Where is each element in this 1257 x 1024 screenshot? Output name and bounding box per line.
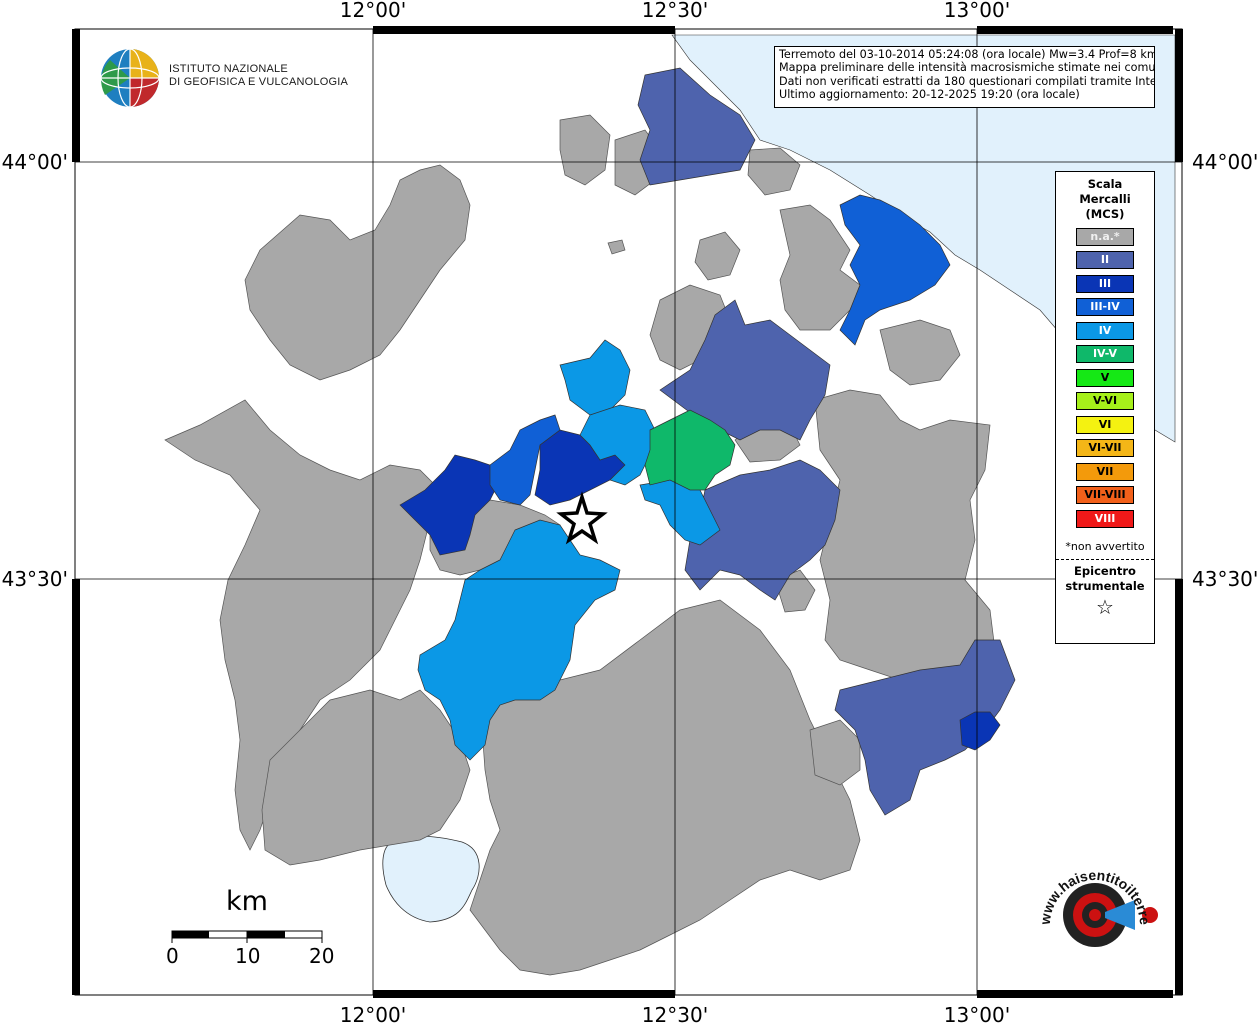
region-na-south <box>469 599 861 976</box>
lon-label-top-1: 12°00' <box>340 0 406 22</box>
region-iii-west <box>399 454 501 556</box>
region-iv-v <box>644 409 736 491</box>
region-iii-iv-north <box>839 194 951 346</box>
municipalities-ii <box>637 67 1016 816</box>
legend-item-12: VIII <box>1076 509 1134 528</box>
ingv-name-line2: DI GEOFISICA E VULCANOLOGIA <box>169 76 348 88</box>
lon-label-bottom-3: 13°00' <box>944 1003 1010 1024</box>
municipalities-iii-iv <box>489 194 951 506</box>
site-text-path: www.haisentitoilterremoto.it <box>1030 850 1153 926</box>
region-na-southwest <box>261 689 471 866</box>
legend-item-5: IV-V <box>1076 345 1134 363</box>
legend-item-0: n.a.* <box>1076 227 1134 246</box>
legend-epicenter-label: Epicentro strumentale <box>1065 563 1145 593</box>
site-text: www.haisentitoilterremoto.it <box>1030 850 1153 926</box>
legend-item-8: VI <box>1076 415 1134 434</box>
lat-label-right-1: 44°00' <box>1192 150 1257 174</box>
map-frame <box>72 26 1183 998</box>
region-iv-north <box>559 339 631 416</box>
haisentito-logo-icon <box>1063 883 1158 947</box>
scale-label-0: 0 <box>166 944 179 968</box>
legend-epicenter-star-icon: ☆ <box>1096 594 1114 619</box>
region-iii-iv-west <box>489 414 561 506</box>
region-na-se2 <box>809 719 861 786</box>
municipalities-iv <box>417 339 721 761</box>
lake-trasimeno <box>382 835 480 923</box>
region-iv-center <box>579 404 656 486</box>
legend-item-10: VII <box>1076 462 1134 481</box>
region-na-north <box>244 164 471 381</box>
legend-item-1: II <box>1076 251 1134 269</box>
municipalities-na <box>164 114 996 976</box>
event-info-line4: Ultimo aggiornamento: 20-12-2025 19:20 (… <box>779 88 1080 102</box>
municipalities-iii <box>399 429 1001 751</box>
municipalities-iv-v <box>644 409 736 491</box>
event-info-line1: Terremoto del 03-10-2014 05:24:08 (ora l… <box>779 48 1155 61</box>
region-iii-se-small <box>959 711 1001 751</box>
lat-label-left-1: 44°00' <box>2 150 68 174</box>
ingv-name: ISTITUTO NAZIONALE DI GEOFISICA E VULCAN… <box>169 63 348 89</box>
ingv-logo-icon <box>100 48 160 108</box>
haisentito-site-label: www.haisentitoilterremoto.it <box>1030 850 1153 926</box>
region-ii-far-south <box>834 639 1016 816</box>
legend-item-11: VII-VIII <box>1076 486 1134 504</box>
event-info-line2: Mappa preliminare delle intensità macros… <box>779 61 1155 75</box>
region-na-coastal2 <box>879 319 961 386</box>
lon-label-bottom-1: 12°00' <box>340 1003 406 1024</box>
lat-label-right-2: 43°30' <box>1192 567 1257 591</box>
scale-bar <box>171 930 323 943</box>
region-na-northcenter <box>559 114 611 186</box>
region-ii-north <box>637 67 756 186</box>
region-na-north3 <box>747 147 801 196</box>
scale-label-20: 20 <box>309 944 335 968</box>
legend-item-9: VI-VII <box>1076 439 1134 457</box>
legend-item-2: III <box>1076 274 1134 293</box>
region-na-west <box>164 399 441 851</box>
region-na-small2 <box>607 239 626 255</box>
legend-item-6: V <box>1076 368 1134 387</box>
lon-label-bottom-2: 12°30' <box>642 1003 708 1024</box>
epicenter-star-icon <box>556 491 608 545</box>
legend-divider <box>1056 558 1154 560</box>
graticule <box>75 29 1182 995</box>
lat-label-left-2: 43°30' <box>2 567 68 591</box>
region-iv-south <box>417 519 621 761</box>
legend-item-4: IV <box>1076 321 1134 340</box>
legend-na-note: *non avvertito <box>1065 539 1145 553</box>
legend-items: n.a.* II III III-IV IV IV-V V V-VI VI VI-VII VII VI… <box>1056 227 1154 528</box>
legend-item-7: V-VI <box>1076 392 1134 410</box>
lon-label-top-2: 12°30' <box>642 0 708 22</box>
event-info-box: Terremoto del 03-10-2014 05:24:08 (ora l… <box>774 46 1155 108</box>
event-info-line3: Dati non verificati estratti da 180 ques… <box>779 74 1155 88</box>
scale-unit: km <box>226 886 268 917</box>
ingv-name-line1: ISTITUTO NAZIONALE <box>169 63 288 75</box>
lon-label-top-3: 13°00' <box>944 0 1010 22</box>
legend-title: Scala Mercalli (MCS) <box>1079 177 1131 221</box>
region-na-small1 <box>694 231 741 281</box>
legend-item-3: III-IV <box>1076 298 1134 316</box>
region-ii-southeast <box>684 459 841 601</box>
intensity-legend: Scala Mercalli (MCS) n.a.* II III III-IV IV I… <box>1055 171 1155 644</box>
scale-label-10: 10 <box>235 944 261 968</box>
region-na-east <box>814 389 996 691</box>
